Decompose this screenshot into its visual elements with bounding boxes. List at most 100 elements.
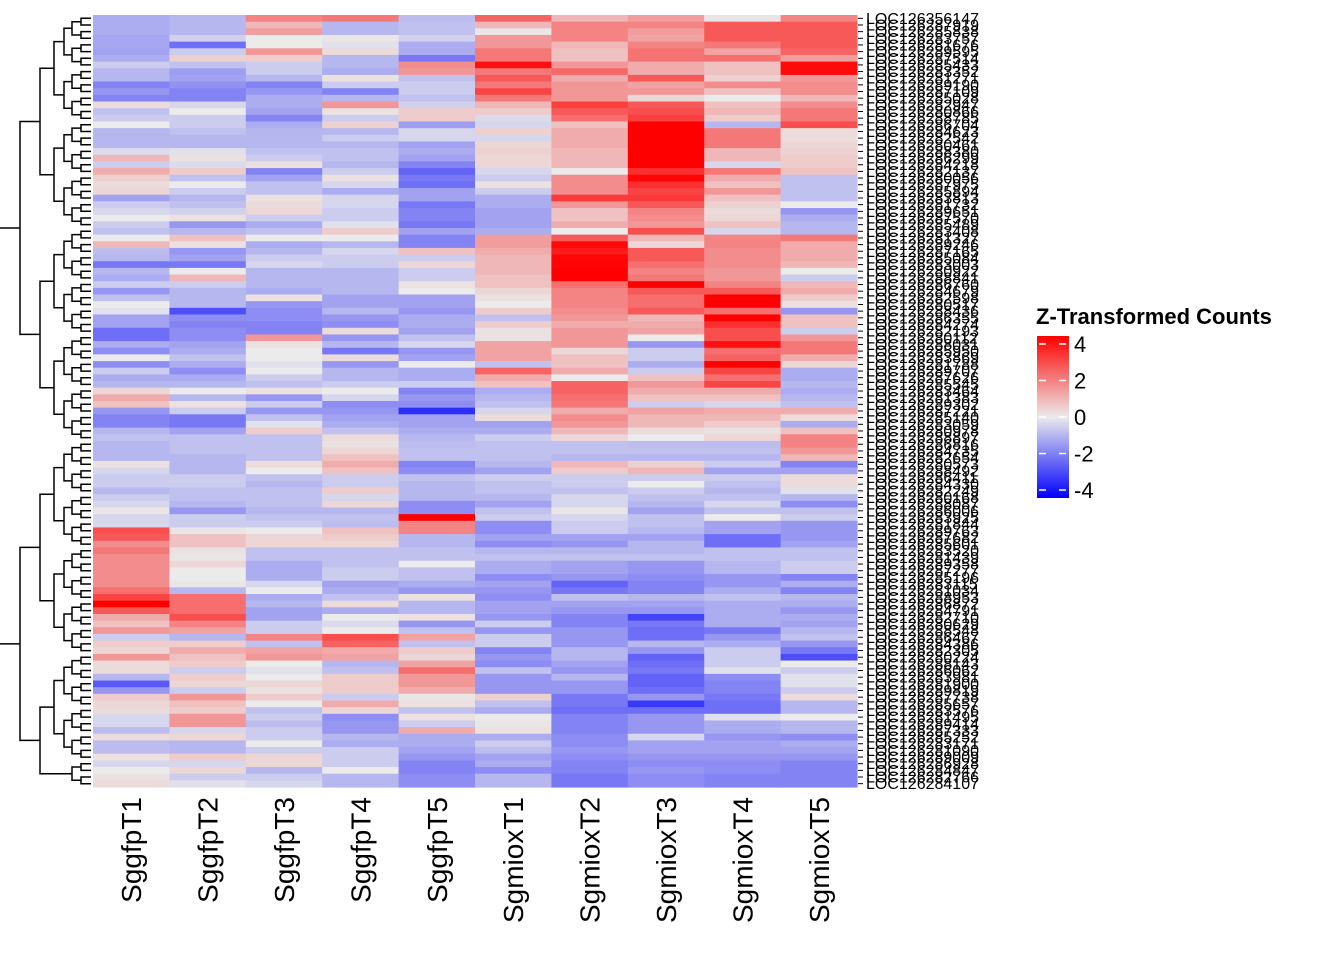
heatmap-cell bbox=[551, 747, 629, 755]
heatmap-cell bbox=[475, 188, 552, 196]
heatmap-cell bbox=[398, 307, 476, 316]
heatmap-cell bbox=[93, 520, 170, 529]
heatmap-cell bbox=[780, 760, 858, 768]
heatmap-cell bbox=[704, 534, 782, 542]
heatmap-cell bbox=[627, 613, 705, 622]
heatmap-cell bbox=[398, 148, 476, 156]
heatmap-cell bbox=[245, 494, 323, 502]
heatmap-cell bbox=[475, 154, 552, 163]
heatmap-cell bbox=[322, 381, 400, 389]
heatmap-cell bbox=[169, 134, 247, 143]
dendrogram-branch bbox=[19, 120, 40, 336]
heatmap-cell bbox=[627, 487, 705, 495]
heatmap-cell bbox=[475, 707, 552, 715]
row-label: LOC126283171 bbox=[866, 736, 979, 753]
heatmap-cell bbox=[780, 81, 858, 89]
heatmap-cell bbox=[627, 700, 705, 708]
heatmap-cell bbox=[627, 101, 705, 109]
heatmap-cell bbox=[93, 307, 170, 316]
heatmap-cell bbox=[475, 487, 552, 495]
heatmap-cell bbox=[245, 281, 323, 289]
heatmap-cell bbox=[704, 387, 782, 395]
heatmap-cell bbox=[322, 354, 400, 362]
dendrogram-branch bbox=[71, 154, 81, 169]
heatmap-cell bbox=[780, 673, 858, 682]
row-label: LOC126287626 bbox=[866, 370, 979, 387]
heatmap-cell bbox=[245, 301, 323, 309]
heatmap-cell bbox=[627, 188, 705, 196]
heatmap-cell bbox=[627, 401, 705, 409]
heatmap-cell bbox=[93, 620, 170, 628]
row-label: LOC126289302 bbox=[866, 397, 979, 414]
heatmap-cell bbox=[245, 21, 323, 29]
heatmap-cell bbox=[169, 94, 247, 103]
row-label: LOC126289246 bbox=[866, 237, 979, 254]
heatmap-cell bbox=[398, 128, 476, 136]
dendrogram-branch bbox=[80, 30, 91, 40]
heatmap-cell bbox=[169, 381, 247, 389]
heatmap-cell bbox=[169, 420, 247, 429]
heatmap-cell bbox=[704, 627, 782, 635]
heatmap-cell bbox=[475, 780, 552, 788]
heatmap-cell bbox=[398, 494, 476, 502]
heatmap-cell bbox=[398, 640, 476, 648]
heatmap-cell bbox=[475, 520, 552, 529]
heatmap-cell bbox=[704, 281, 782, 289]
heatmap-cell bbox=[322, 773, 400, 781]
heatmap-cell bbox=[551, 534, 629, 542]
heatmap-cell bbox=[169, 407, 247, 415]
row-label: LOC126286299 bbox=[866, 151, 979, 168]
row-label: LOC126285950 bbox=[866, 344, 979, 361]
heatmap-cell bbox=[704, 154, 782, 163]
heatmap-cell bbox=[93, 374, 170, 382]
heatmap-cell bbox=[322, 61, 400, 69]
heatmap-cell bbox=[322, 594, 400, 602]
dendrogram-branch bbox=[80, 496, 91, 505]
heatmap-cell bbox=[780, 381, 858, 389]
heatmap-cell bbox=[704, 587, 782, 595]
heatmap-cell bbox=[398, 354, 476, 362]
dendrogram-branch bbox=[80, 669, 91, 678]
heatmap-cell bbox=[398, 700, 476, 708]
row-label: LOC126280922 bbox=[866, 264, 979, 281]
heatmap-cell bbox=[169, 647, 247, 655]
heatmap-cell bbox=[322, 88, 400, 96]
heatmap-cell bbox=[169, 148, 247, 156]
row-label: LOC126289009 bbox=[866, 750, 979, 767]
heatmap-cell bbox=[398, 194, 476, 202]
dendrogram-branch bbox=[80, 656, 91, 665]
heatmap-cell bbox=[322, 607, 400, 615]
row-label: LOC126289358 bbox=[866, 557, 979, 574]
heatmap-cell bbox=[627, 574, 705, 582]
heatmap-cell bbox=[780, 227, 858, 236]
row-label: LOC126289651 bbox=[866, 204, 979, 221]
row-label: LOC126280461 bbox=[866, 137, 979, 154]
heatmap-cell bbox=[475, 467, 552, 475]
heatmap-cell bbox=[169, 247, 247, 256]
heatmap-cell bbox=[475, 547, 552, 555]
dendrogram-branch bbox=[53, 679, 64, 735]
heatmap-cell bbox=[551, 653, 629, 662]
heatmap-cell bbox=[551, 148, 629, 156]
heatmap-cell bbox=[169, 414, 247, 422]
heatmap-cell bbox=[704, 720, 782, 728]
heatmap-cell bbox=[704, 527, 782, 535]
row-label: LOC126282710 bbox=[866, 610, 979, 627]
heatmap-cell bbox=[322, 487, 400, 495]
heatmap-cell bbox=[93, 401, 170, 409]
heatmap-cell bbox=[93, 693, 170, 702]
heatmap-cell bbox=[93, 321, 170, 329]
heatmap-cell bbox=[780, 354, 858, 362]
heatmap-cell bbox=[245, 587, 323, 595]
row-label: LOC126289819 bbox=[866, 683, 979, 700]
heatmap-cell bbox=[780, 94, 858, 103]
heatmap-cell bbox=[627, 194, 705, 202]
dendrogram-branch bbox=[63, 293, 72, 322]
heatmap-cell bbox=[245, 507, 323, 515]
heatmap-cell bbox=[245, 514, 323, 522]
heatmap-cell bbox=[627, 88, 705, 96]
heatmap-cell bbox=[398, 707, 476, 715]
heatmap-cell bbox=[93, 480, 170, 489]
heatmap-cell bbox=[93, 48, 170, 56]
heatmap-cell bbox=[627, 687, 705, 695]
